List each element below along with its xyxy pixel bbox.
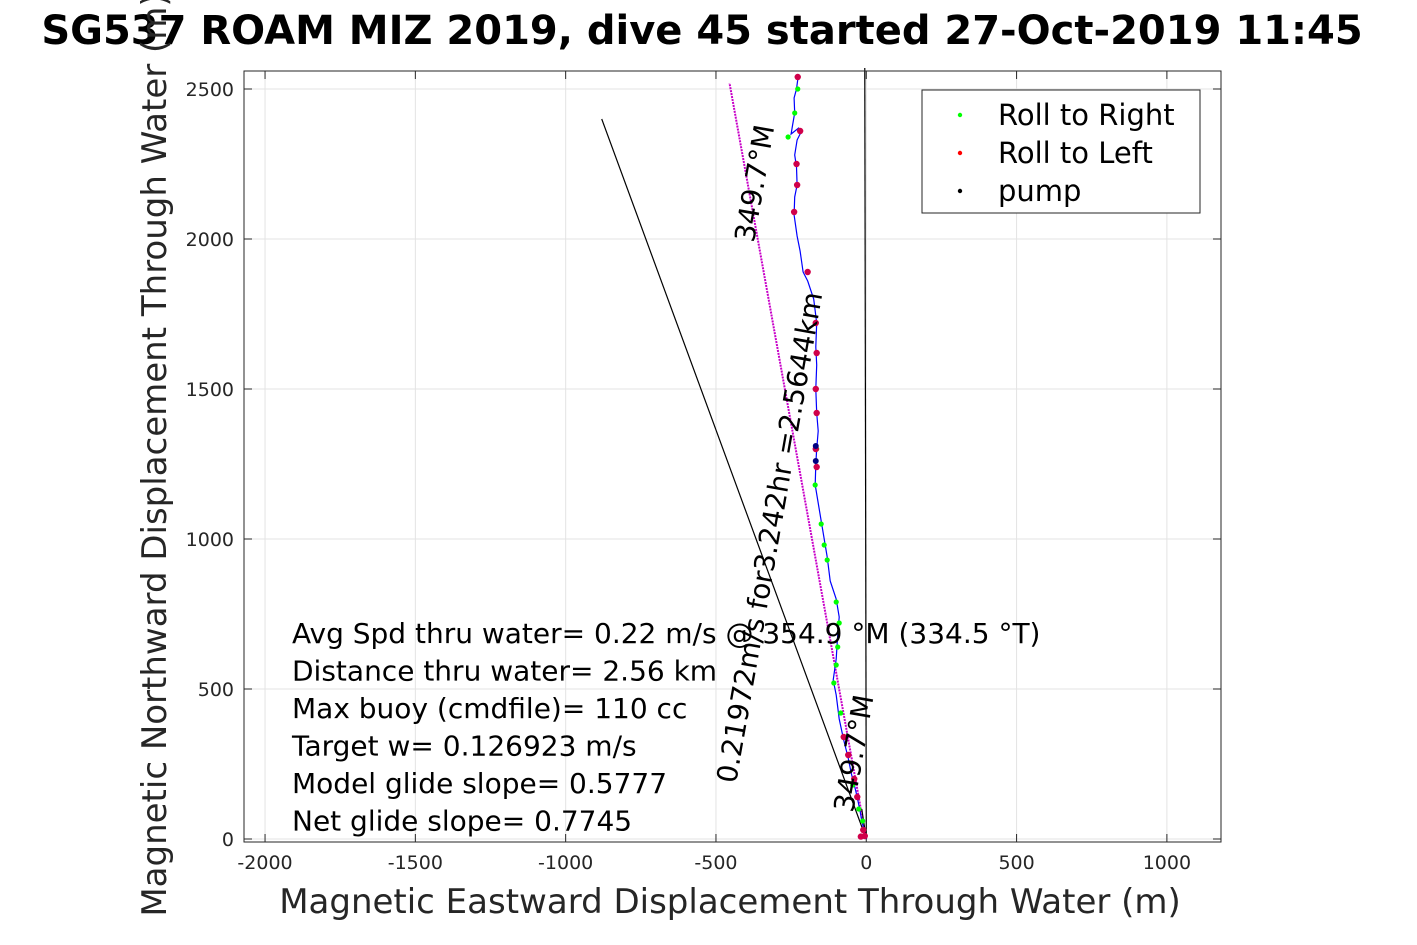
x-tick-label: -500	[694, 852, 737, 874]
legend-marker	[957, 150, 963, 156]
pump-point	[812, 458, 819, 464]
y-tick-label: 2500	[186, 79, 234, 101]
roll-left-point	[790, 208, 798, 216]
pump-point	[812, 443, 819, 449]
roll-right-point	[821, 542, 827, 548]
roll-right-point	[818, 521, 824, 527]
legend-label: pump	[998, 174, 1081, 208]
roll-right-point	[850, 782, 856, 788]
roll-right-point	[812, 482, 818, 488]
x-tick-label: -1500	[388, 852, 443, 874]
roll-left-point	[857, 833, 865, 840]
x-tick-label: 0	[860, 852, 872, 874]
y-axis-ticks: 0 500 1000 1500 2000 2500	[186, 79, 1221, 851]
roll-left-point	[804, 268, 811, 276]
reference-lines	[601, 67, 868, 840]
legend-box	[921, 89, 1201, 214]
roll-left-point	[813, 349, 820, 357]
x-axis-ticks: -2000 -1500 -1000 -500 0 500 1000	[237, 71, 1191, 874]
roll-left-point	[813, 409, 820, 417]
x-tick-label: -2000	[237, 852, 292, 874]
legend-label: Roll to Left	[998, 136, 1153, 170]
roll-right-point	[831, 680, 837, 686]
heading-line-left	[601, 118, 867, 840]
axes-frame	[243, 70, 1222, 843]
roll-right-point	[824, 557, 830, 563]
legend: Roll to Right Roll to Left pump	[921, 89, 1201, 214]
y-tick-label: 0	[222, 829, 234, 851]
y-tick-label: 1000	[186, 529, 234, 551]
annotation-line: Target w= 0.126923 m/s	[291, 730, 637, 763]
roll-right-point	[860, 818, 866, 824]
stats-annotations: Avg Spd thru water= 0.22 m/s @ 354.9 °M …	[291, 617, 1040, 838]
roll-left-point	[794, 73, 801, 81]
legend-marker	[957, 112, 963, 118]
x-tick-label: 500	[998, 852, 1034, 874]
roll-right-point	[833, 662, 839, 668]
roll-right-point	[836, 620, 842, 626]
chart-title: SG537 ROAM MIZ 2019, dive 45 started 27-…	[41, 8, 1362, 54]
x-axis-label: Magnetic Eastward Displacement Through W…	[279, 882, 1181, 922]
x-tick-label: -1000	[538, 852, 593, 874]
roll-left-point	[860, 826, 867, 834]
roll-left-point	[793, 160, 800, 168]
roll-left-point	[851, 775, 858, 783]
y-tick-label: 2000	[186, 229, 234, 251]
y-axis-label: Magnetic Northward Displacement Through …	[135, 0, 175, 917]
vertical-line	[864, 67, 867, 840]
roll-markers	[785, 73, 868, 840]
annotation-line: Avg Spd thru water= 0.22 m/s @ 354.9 °M …	[292, 617, 1040, 650]
roll-right-point	[856, 806, 862, 812]
roll-left-point	[840, 733, 847, 741]
roll-left-point	[854, 793, 861, 801]
roll-right-point	[792, 110, 798, 116]
roll-right-point	[795, 86, 801, 92]
roll-left-point	[845, 751, 852, 759]
roll-right-point	[838, 710, 844, 716]
roll-right-point	[835, 644, 841, 650]
roll-left-point	[796, 127, 804, 135]
roll-left-point	[812, 385, 819, 393]
annotation-line: Max buoy (cmdfile)= 110 cc	[292, 692, 687, 725]
legend-label: Roll to Right	[998, 98, 1175, 132]
y-tick-label: 500	[198, 679, 234, 701]
drift-line	[728, 82, 868, 840]
annotation-line: Model glide slope= 0.5777	[292, 767, 667, 800]
roll-left-point	[793, 181, 801, 189]
y-tick-label: 1500	[186, 379, 234, 401]
x-tick-label: 1000	[1143, 852, 1191, 874]
roll-right-point	[833, 599, 839, 605]
legend-marker	[957, 188, 963, 194]
roll-left-point	[813, 463, 820, 471]
roll-left-point	[812, 319, 819, 327]
roll-right-point	[785, 134, 791, 140]
annotation-line: Net glide slope= 0.7745	[292, 805, 632, 838]
annotation-line: Distance thru water= 2.56 km	[292, 655, 717, 688]
